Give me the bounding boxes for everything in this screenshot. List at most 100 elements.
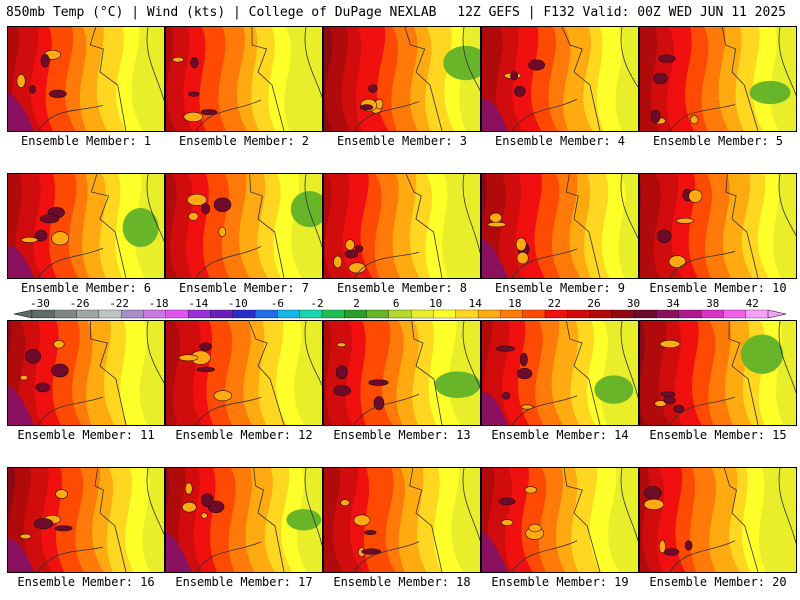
colorbar-swatch: [76, 309, 100, 319]
ensemble-member-label: Ensemble Member: 14: [491, 428, 629, 442]
ensemble-member-panel: [165, 467, 323, 573]
ensemble-member-panel: [639, 467, 797, 573]
temperature-field-map: [640, 27, 796, 131]
ensemble-member-panel: [323, 467, 481, 573]
colorbar-swatch: [411, 309, 434, 319]
ensemble-member-label: Ensemble Member: 11: [17, 428, 155, 442]
ensemble-member-panel: [481, 26, 639, 132]
ensemble-member-panel: [323, 320, 481, 426]
temperature-field-map: [482, 321, 638, 425]
ensemble-member-label: Ensemble Member: 5: [652, 134, 784, 148]
ensemble-member-label: Ensemble Member: 8: [336, 281, 468, 295]
colorbar-swatch: [299, 309, 323, 319]
temperature-field-map: [8, 468, 164, 572]
colorbar-tick-label: 10: [429, 297, 442, 310]
colorbar-swatch: [344, 309, 367, 319]
colorbar-swatch: [700, 309, 724, 319]
ensemble-member-label: Ensemble Member: 18: [333, 575, 471, 589]
colorbar-tick-label: 26: [587, 297, 600, 310]
colorbar-swatch: [500, 309, 524, 319]
temperature-field-map: [166, 468, 322, 572]
ensemble-member-label: Ensemble Member: 1: [20, 134, 152, 148]
temperature-field-map: [166, 27, 322, 131]
colorbar-tick-label: 34: [666, 297, 680, 310]
colorbar-swatch: [567, 309, 591, 319]
temperature-field-map: [640, 468, 796, 572]
temperature-field-map: [166, 321, 322, 425]
colorbar-max-arrow: [767, 309, 787, 319]
colorbar-swatch: [589, 309, 613, 319]
ensemble-member-label: Ensemble Member: 17: [175, 575, 313, 589]
colorbar-swatch: [31, 309, 55, 319]
temperature-field-map: [482, 27, 638, 131]
ensemble-member-panel: [481, 467, 639, 573]
colorbar-swatch: [723, 309, 747, 319]
colorbar-tick-label: -2: [310, 297, 323, 310]
colorbar-swatch: [165, 309, 189, 319]
colorbar-tick-label: 14: [469, 297, 483, 310]
colorbar-tick-label: -30: [30, 297, 50, 310]
ensemble-member-panel: [639, 320, 797, 426]
ensemble-member-label: Ensemble Member: 12: [175, 428, 313, 442]
temperature-field-map: [8, 321, 164, 425]
ensemble-member-panel: [165, 320, 323, 426]
colorbar-tick-label: 2: [353, 297, 360, 310]
ensemble-member-label: Ensemble Member: 7: [178, 281, 310, 295]
ensemble-member-panel: [323, 26, 481, 132]
colorbar-tick-label: -22: [109, 297, 129, 310]
colorbar-swatch: [54, 309, 78, 319]
colorbar-swatch: [232, 309, 256, 319]
temperature-field-map: [640, 321, 796, 425]
ensemble-member-panel: [7, 320, 165, 426]
colorbar-tick-label: 42: [746, 297, 759, 310]
ensemble-member-panel: [165, 173, 323, 279]
temperature-colorbar: -30 -26 -22 -18 -14 -10 -6 -2 2 6 10 14 18 22 26 30 34 38…: [13, 297, 787, 319]
temperature-field-map: [482, 174, 638, 278]
temperature-field-map: [166, 174, 322, 278]
ensemble-member-panel: [639, 173, 797, 279]
ensemble-member-panel: [639, 26, 797, 132]
colorbar-min-arrow: [13, 309, 33, 319]
temperature-field-map: [8, 174, 164, 278]
ensemble-member-panel: [7, 173, 165, 279]
colorbar-tick-label: 22: [548, 297, 561, 310]
colorbar-swatch: [455, 309, 479, 319]
colorbar-swatch: [210, 309, 234, 319]
ensemble-member-label: Ensemble Member: 13: [333, 428, 471, 442]
colorbar-swatch: [477, 309, 501, 319]
temperature-field-map: [324, 174, 480, 278]
ensemble-member-label: Ensemble Member: 15: [649, 428, 787, 442]
colorbar-swatch: [745, 309, 769, 319]
colorbar-tick-label: -18: [149, 297, 169, 310]
colorbar-swatch: [634, 309, 657, 319]
run-valid-time: 12Z GEFS | F132 Valid: 00Z WED JUN 11 20…: [457, 5, 786, 20]
colorbar-swatch: [656, 309, 680, 319]
colorbar-swatch: [187, 309, 211, 319]
ensemble-member-panel: [7, 467, 165, 573]
ensemble-member-label: Ensemble Member: 10: [649, 281, 787, 295]
colorbar-swatch: [678, 309, 702, 319]
ensemble-member-panel: [323, 173, 481, 279]
temperature-field-map: [324, 468, 480, 572]
ensemble-member-panel: [7, 26, 165, 132]
colorbar-tick-label: -26: [70, 297, 90, 310]
colorbar-tick-label: 38: [706, 297, 719, 310]
colorbar-tick-label: 30: [627, 297, 640, 310]
ensemble-member-panel: [165, 26, 323, 132]
temperature-field-map: [640, 174, 796, 278]
colorbar-tick-label: -6: [271, 297, 284, 310]
colorbar-swatch: [254, 309, 278, 319]
temperature-field-map: [324, 321, 480, 425]
colorbar-swatch: [544, 309, 568, 319]
colorbar-swatch: [611, 309, 635, 319]
ensemble-member-label: Ensemble Member: 2: [178, 134, 310, 148]
colorbar-swatch: [321, 309, 345, 319]
colorbar-swatch: [388, 309, 412, 319]
ensemble-member-label: Ensemble Member: 19: [491, 575, 629, 589]
colorbar-swatch: [366, 309, 390, 319]
colorbar-tick-label: -10: [228, 297, 248, 310]
temperature-field-map: [324, 27, 480, 131]
temperature-field-map: [482, 468, 638, 572]
ensemble-member-label: Ensemble Member: 9: [494, 281, 626, 295]
colorbar-tick-label: 18: [508, 297, 521, 310]
